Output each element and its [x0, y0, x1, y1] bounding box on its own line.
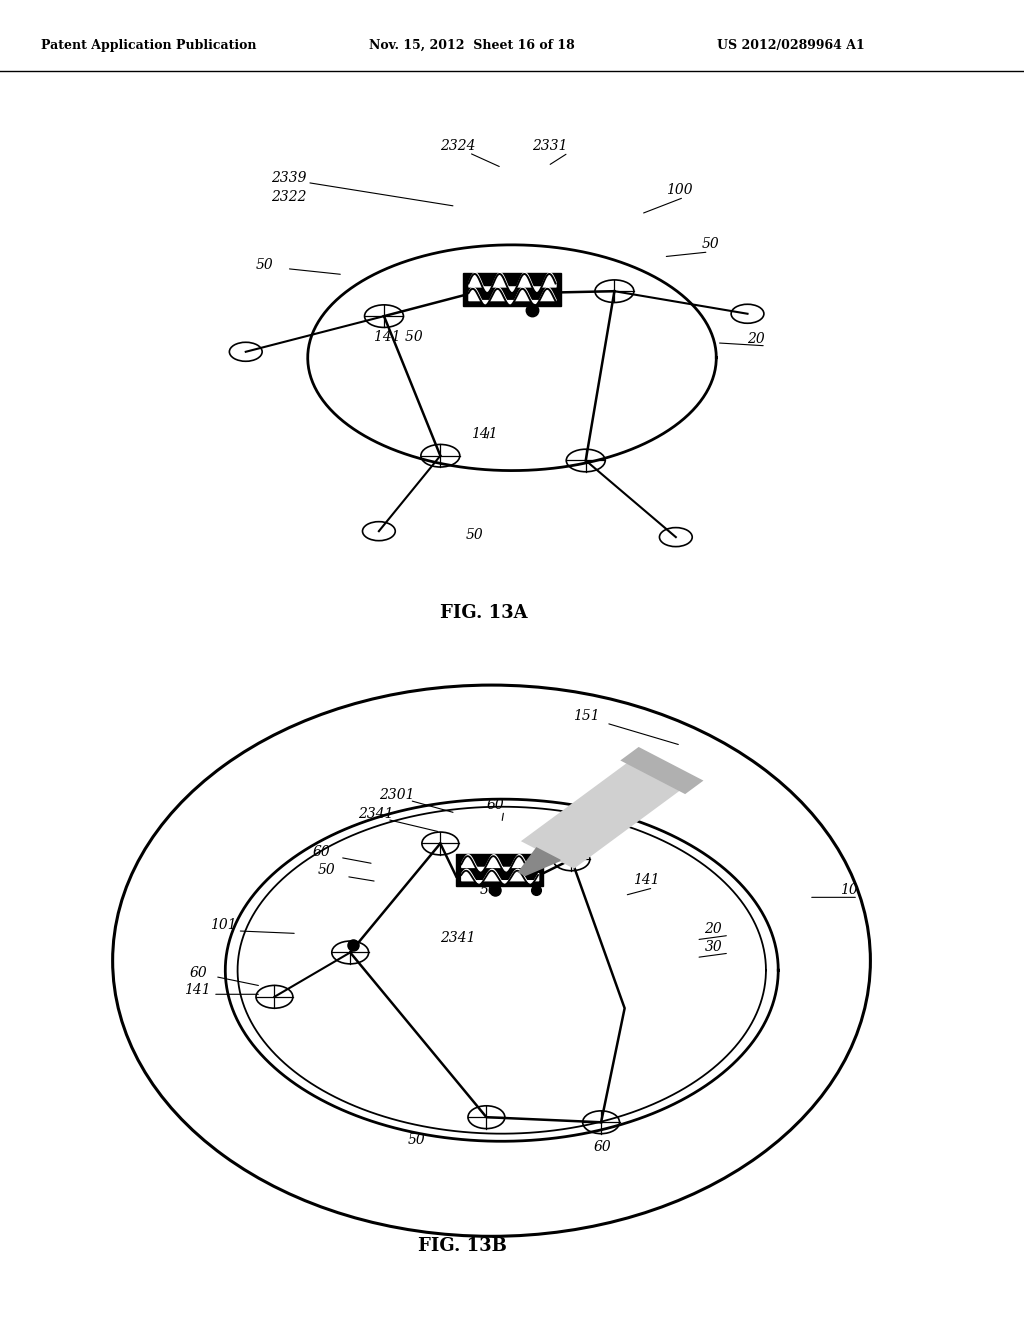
Text: FIG. 13A: FIG. 13A	[440, 605, 528, 622]
Text: 2322: 2322	[271, 190, 307, 205]
Polygon shape	[463, 273, 561, 306]
Polygon shape	[457, 854, 543, 886]
Text: 60: 60	[189, 965, 207, 979]
Text: 141: 141	[471, 426, 498, 441]
Text: 50: 50	[256, 257, 273, 272]
Text: 2301: 2301	[379, 788, 415, 803]
Polygon shape	[519, 849, 560, 875]
Text: 60: 60	[594, 1139, 611, 1154]
Text: 50: 50	[317, 863, 335, 876]
Text: 2339: 2339	[271, 172, 307, 186]
Text: 20: 20	[705, 923, 722, 936]
Text: 50: 50	[479, 883, 497, 898]
Text: US 2012/0289964 A1: US 2012/0289964 A1	[717, 38, 864, 51]
Text: 2324: 2324	[440, 139, 476, 153]
Text: 2341: 2341	[358, 807, 394, 821]
Text: FIG. 13B: FIG. 13B	[418, 1237, 507, 1255]
Polygon shape	[623, 748, 701, 793]
Text: 141 50: 141 50	[374, 330, 423, 345]
Text: 2331: 2331	[532, 139, 568, 153]
Text: 2341: 2341	[440, 931, 476, 945]
Text: 2341: 2341	[522, 296, 558, 310]
Text: 50: 50	[701, 236, 719, 251]
Text: 30: 30	[705, 940, 722, 954]
Text: 60: 60	[312, 845, 330, 859]
Text: 151: 151	[573, 709, 600, 723]
Text: 20: 20	[748, 331, 765, 346]
Text: 141: 141	[184, 983, 211, 998]
Text: Nov. 15, 2012  Sheet 16 of 18: Nov. 15, 2012 Sheet 16 of 18	[369, 38, 574, 51]
Text: 60: 60	[486, 797, 504, 812]
Text: 50: 50	[466, 528, 483, 543]
Text: 50: 50	[408, 1134, 425, 1147]
Text: 100: 100	[666, 183, 692, 198]
Text: 101: 101	[210, 917, 237, 932]
Polygon shape	[523, 763, 679, 867]
Text: Patent Application Publication: Patent Application Publication	[41, 38, 256, 51]
Text: 141: 141	[633, 873, 659, 887]
Text: 10: 10	[840, 883, 857, 898]
